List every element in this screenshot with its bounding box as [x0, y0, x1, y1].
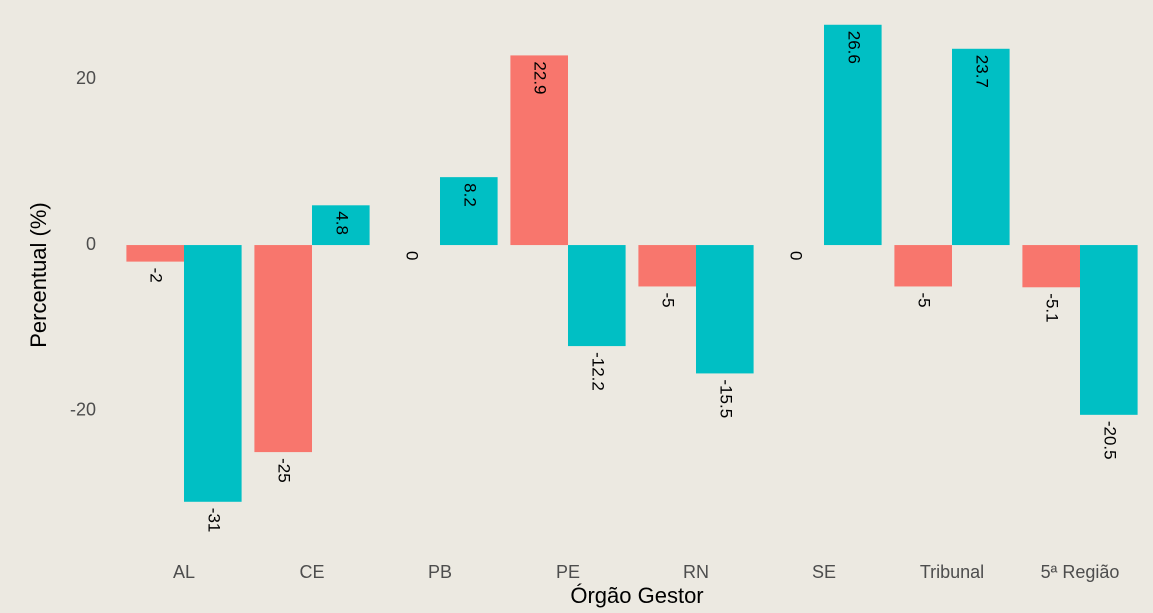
bar — [824, 24, 882, 246]
bar — [510, 55, 568, 246]
value-label: -5 — [659, 292, 678, 307]
x-tick-label: RN — [683, 562, 709, 582]
bar — [568, 245, 626, 347]
value-label: 23.7 — [972, 55, 991, 88]
value-label: 22.9 — [531, 61, 550, 94]
y-tick-label: -20 — [70, 399, 96, 419]
y-tick-label: 0 — [86, 234, 96, 254]
value-label: 0 — [787, 251, 806, 260]
bar — [894, 245, 952, 287]
bar — [696, 245, 754, 374]
bar — [1080, 245, 1138, 415]
x-axis-title: Órgão Gestor — [570, 583, 703, 608]
bar — [184, 245, 242, 502]
y-tick-label: 20 — [76, 68, 96, 88]
bar — [952, 48, 1010, 246]
value-label: 0 — [403, 251, 422, 260]
value-label: 26.6 — [844, 31, 863, 64]
bar — [312, 205, 370, 246]
value-label: -5.1 — [1043, 293, 1062, 322]
value-label: -31 — [204, 508, 223, 533]
value-label: -20.5 — [1100, 421, 1119, 460]
x-tick-label: SE — [812, 562, 836, 582]
bar — [1022, 245, 1080, 288]
value-label: -2 — [147, 268, 166, 283]
x-tick-label: AL — [173, 562, 195, 582]
x-tick-label: Tribunal — [920, 562, 984, 582]
x-tick-label: PB — [428, 562, 452, 582]
value-label: -12.2 — [588, 352, 607, 391]
x-tick-label: CE — [299, 562, 324, 582]
x-tick-label: PE — [556, 562, 580, 582]
value-label: -25 — [275, 458, 294, 483]
value-label: 4.8 — [332, 211, 351, 235]
bar — [440, 177, 498, 246]
value-label: 8.2 — [460, 183, 479, 207]
bar — [254, 245, 312, 453]
value-label: -15.5 — [716, 379, 735, 418]
bar — [126, 245, 184, 262]
bar — [638, 245, 696, 287]
y-axis-title: Percentual (%) — [26, 202, 51, 348]
value-label: -5 — [915, 292, 934, 307]
x-tick-label: 5ª Região — [1041, 562, 1120, 582]
